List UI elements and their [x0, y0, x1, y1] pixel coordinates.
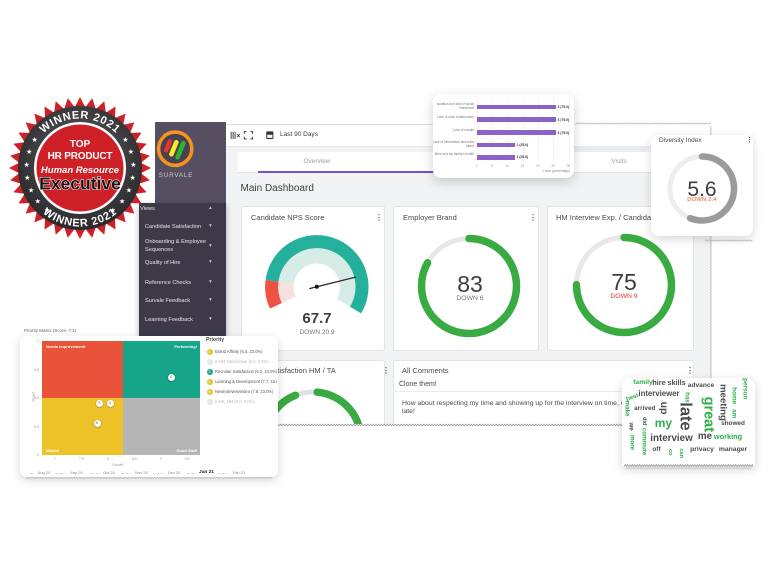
svg-text:★: ★ [23, 161, 29, 169]
svg-text:★: ★ [130, 161, 136, 169]
svg-text:★: ★ [44, 207, 50, 215]
svg-text:★: ★ [130, 174, 136, 182]
svg-text:★: ★ [31, 136, 37, 144]
svg-text:★: ★ [35, 197, 41, 205]
svg-text:HR PRODUCT: HR PRODUCT [48, 151, 113, 162]
svg-text:★: ★ [128, 148, 134, 156]
svg-text:TOP: TOP [70, 139, 91, 150]
svg-text:★: ★ [119, 197, 125, 205]
svg-text:★: ★ [126, 186, 132, 194]
svg-text:★: ★ [28, 186, 34, 194]
svg-text:★: ★ [26, 148, 32, 156]
svg-text:★: ★ [122, 136, 128, 144]
svg-text:★: ★ [24, 174, 30, 182]
svg-text:Executive: Executive [39, 174, 121, 194]
svg-text:Human Resource: Human Resource [41, 165, 120, 176]
svg-text:★: ★ [110, 207, 116, 215]
